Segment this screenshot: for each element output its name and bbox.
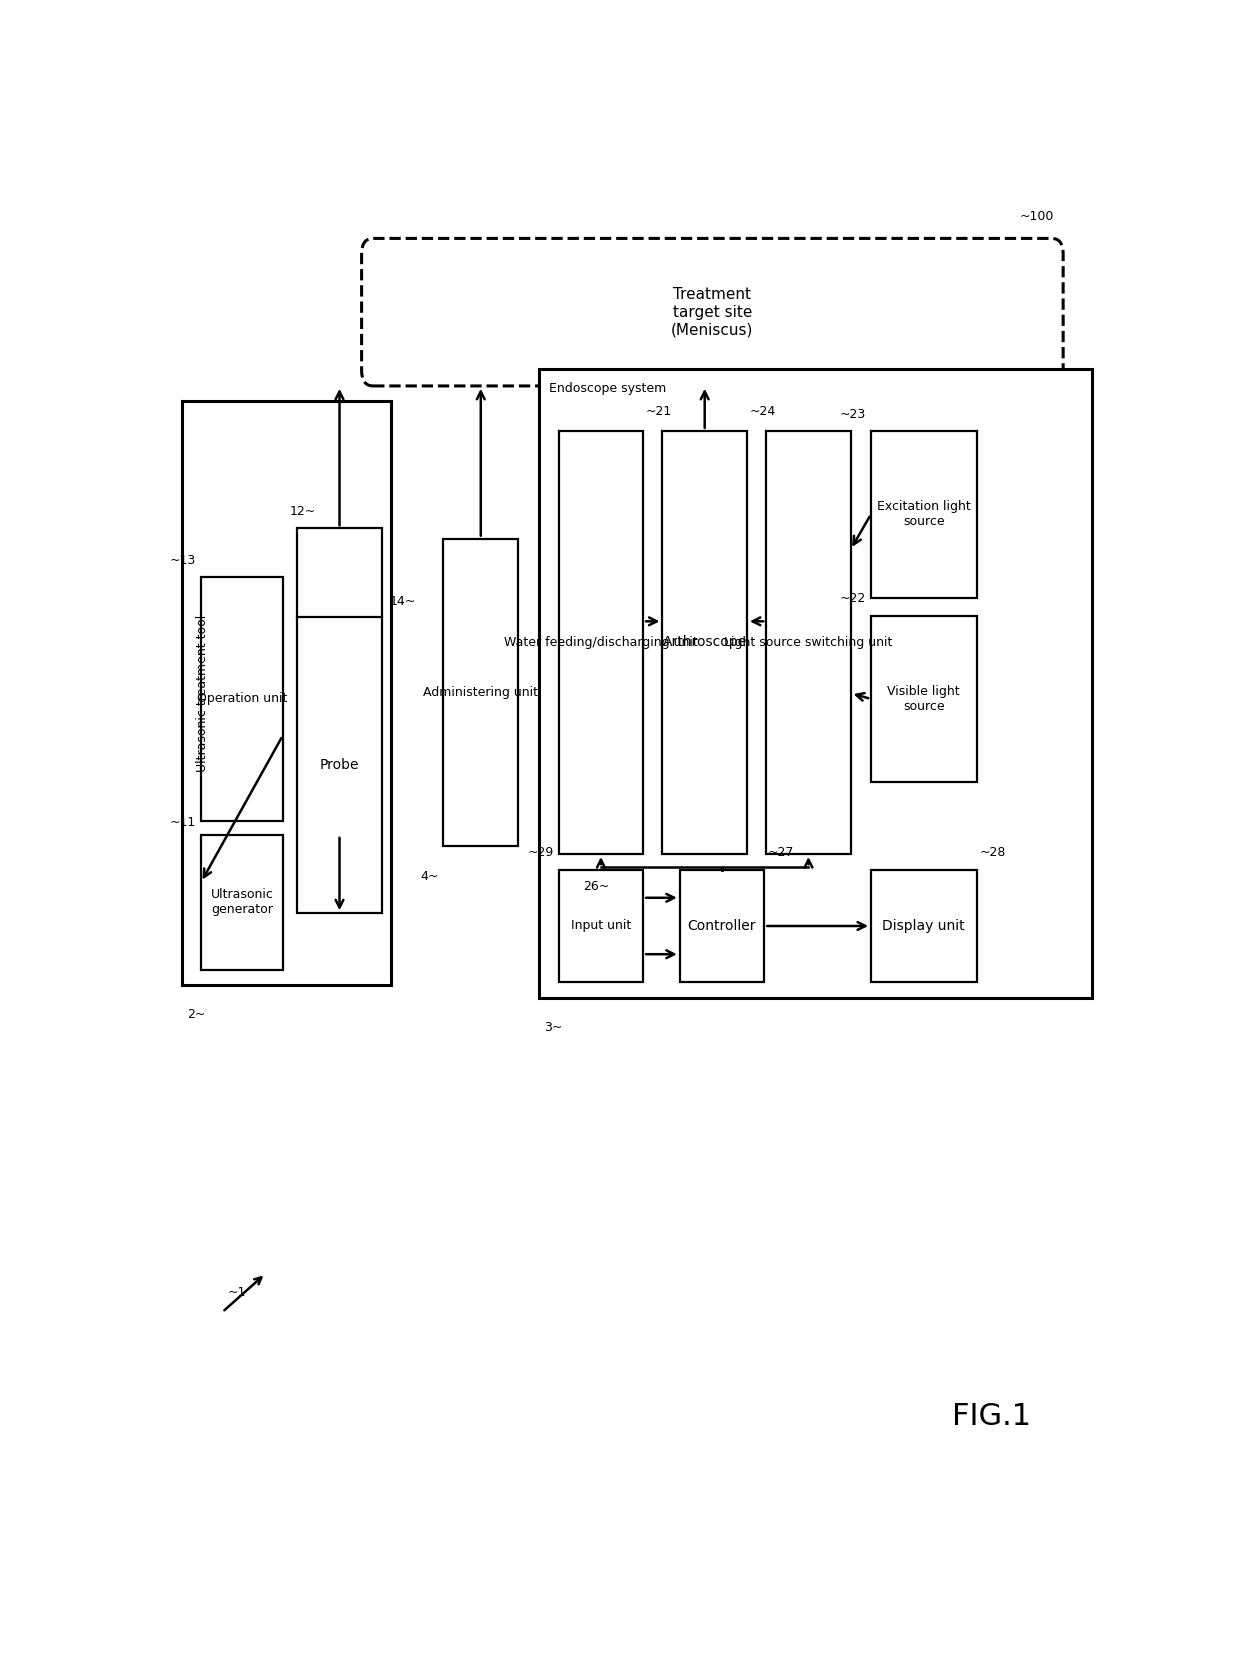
- Bar: [680, 870, 764, 983]
- Text: ~24: ~24: [750, 405, 776, 418]
- Text: Operation unit: Operation unit: [197, 693, 288, 705]
- Text: Excitation light
source: Excitation light source: [877, 500, 971, 528]
- FancyBboxPatch shape: [362, 238, 1063, 387]
- Text: 12~: 12~: [289, 505, 316, 518]
- Bar: [182, 402, 392, 985]
- Text: ~11: ~11: [170, 815, 196, 828]
- Bar: [298, 528, 382, 913]
- Bar: [870, 870, 977, 983]
- Text: 3~: 3~: [544, 1021, 563, 1035]
- Text: 26~: 26~: [584, 880, 610, 893]
- Text: 14~: 14~: [389, 595, 415, 608]
- Text: ~21: ~21: [646, 405, 672, 418]
- Text: ~23: ~23: [839, 408, 866, 420]
- Text: Arthroscope: Arthroscope: [662, 635, 746, 650]
- Text: ~29: ~29: [527, 846, 554, 860]
- Bar: [444, 538, 518, 846]
- Text: Ultrasonic
generator: Ultrasonic generator: [211, 888, 273, 916]
- Bar: [870, 615, 977, 783]
- Text: Water feeding/discharging unit: Water feeding/discharging unit: [503, 636, 698, 650]
- Text: Input unit: Input unit: [570, 920, 631, 933]
- Text: Ultrasonic treatment tool: Ultrasonic treatment tool: [196, 615, 210, 771]
- Text: FIG.1: FIG.1: [951, 1401, 1030, 1431]
- Text: ~27: ~27: [768, 846, 794, 860]
- Text: Treatment
target site
(Meniscus): Treatment target site (Meniscus): [671, 287, 754, 337]
- Text: Visible light
source: Visible light source: [888, 685, 960, 713]
- Bar: [558, 870, 644, 983]
- Text: Controller: Controller: [688, 920, 756, 933]
- Bar: [870, 431, 977, 598]
- Bar: [766, 431, 851, 855]
- Bar: [201, 835, 283, 970]
- Text: 4~: 4~: [420, 870, 439, 883]
- Bar: [558, 431, 644, 855]
- Text: Light source switching unit: Light source switching unit: [724, 636, 893, 650]
- Text: ~22: ~22: [839, 593, 866, 605]
- Text: ~1: ~1: [228, 1286, 247, 1299]
- Text: ~28: ~28: [980, 846, 1006, 860]
- Text: ~13: ~13: [170, 553, 196, 566]
- Text: 2~: 2~: [187, 1008, 205, 1021]
- Text: Probe: Probe: [320, 758, 360, 771]
- Bar: [539, 370, 1092, 998]
- Text: ~100: ~100: [1019, 210, 1054, 223]
- Text: Display unit: Display unit: [883, 920, 965, 933]
- Text: Administering unit: Administering unit: [423, 686, 538, 700]
- Bar: [201, 576, 283, 821]
- Text: Endoscope system: Endoscope system: [549, 382, 666, 395]
- Bar: [662, 431, 746, 855]
